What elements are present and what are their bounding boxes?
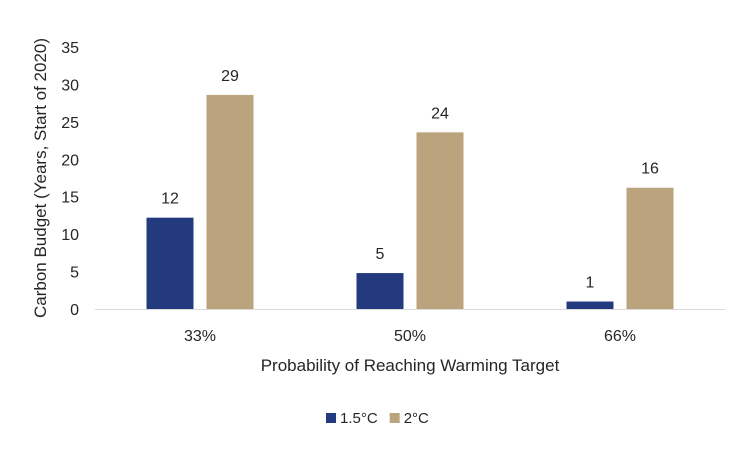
x-axis-title: Probability of Reaching Warming Target [261, 356, 560, 375]
x-tick-label: 33% [184, 328, 216, 345]
legend-label: 1.5°C [340, 410, 378, 427]
x-tick-label: 66% [604, 328, 636, 345]
bar [356, 273, 404, 309]
legend-label: 2°C [404, 410, 429, 427]
data-label: 29 [221, 68, 239, 85]
legend-swatch [326, 413, 336, 423]
legend: 1.5°C 2°C [326, 410, 429, 427]
data-label: 1 [586, 275, 595, 292]
y-axis-title: Carbon Budget (Years, Start of 2020) [31, 38, 50, 318]
y-tick-label: 30 [61, 77, 79, 94]
x-tick-label: 50% [394, 328, 426, 345]
y-tick-label: 20 [61, 152, 79, 169]
y-tick-label: 5 [70, 265, 79, 282]
data-label: 5 [376, 246, 385, 263]
y-tick-label: 25 [61, 115, 79, 132]
bar [626, 187, 674, 309]
data-label: 16 [641, 161, 659, 178]
y-tick-label: 15 [61, 190, 79, 207]
data-label: 12 [161, 191, 179, 208]
y-tick-label: 0 [70, 302, 79, 319]
y-tick-label: 35 [61, 40, 79, 57]
data-label: 24 [431, 105, 449, 122]
legend-swatch [389, 413, 400, 423]
bar [146, 217, 194, 309]
bar [206, 94, 254, 309]
bar [566, 301, 614, 309]
y-tick-label: 10 [61, 227, 79, 244]
bar [416, 132, 464, 309]
